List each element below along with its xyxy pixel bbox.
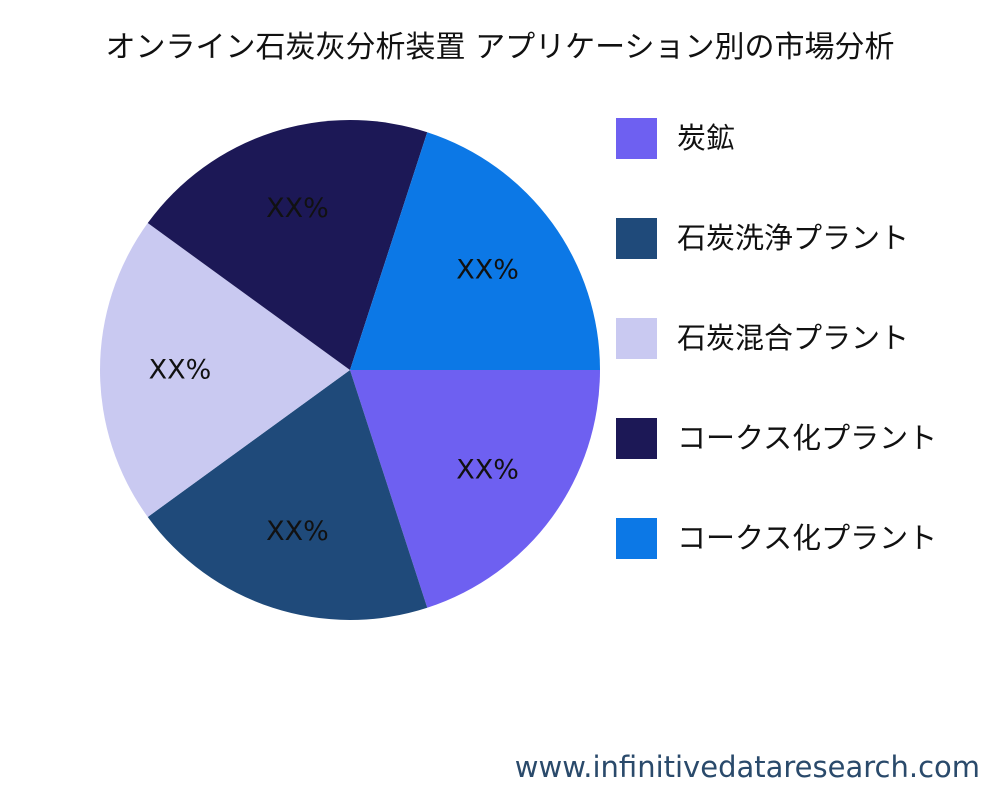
slice-label-1: XX% xyxy=(456,454,519,485)
legend-item-2[interactable]: 石炭洗浄プラント xyxy=(616,218,937,318)
legend-item-5[interactable]: コークス化プラント xyxy=(616,518,937,618)
pie-slice-4[interactable] xyxy=(147,120,428,370)
legend-swatch xyxy=(616,518,657,559)
pie-slice-3[interactable] xyxy=(100,223,350,517)
legend-swatch xyxy=(616,218,657,259)
legend-item-1[interactable]: 炭鉱 xyxy=(616,118,937,218)
legend-swatch xyxy=(616,118,657,159)
legend-swatch xyxy=(616,418,657,459)
slice-label-3: XX% xyxy=(149,355,212,386)
legend-swatch xyxy=(616,318,657,359)
legend-item-4[interactable]: コークス化プラント xyxy=(616,418,937,518)
pie-slice-5[interactable] xyxy=(350,132,600,370)
slice-label-5: XX% xyxy=(456,255,519,286)
chart-title: オンライン石炭灰分析装置 アプリケーション別の市場分析 xyxy=(105,30,895,65)
footer-url[interactable]: www.infinitivedataresearch.com xyxy=(514,750,980,784)
slice-label-2: XX% xyxy=(266,516,329,547)
legend-item-3[interactable]: 石炭混合プラント xyxy=(616,318,937,418)
legend-label: コークス化プラント xyxy=(677,521,938,555)
legend-label: 石炭洗浄プラント xyxy=(677,221,910,255)
legend-label: 石炭混合プラント xyxy=(677,321,910,355)
slice-label-4: XX% xyxy=(266,193,329,224)
legend-label: コークス化プラント xyxy=(677,421,938,455)
legend: 炭鉱石炭洗浄プラント 石炭混合プラント コークス化プラント コークス化プラント xyxy=(616,118,937,618)
legend-label: 炭鉱 xyxy=(677,121,736,155)
pie-slice-1[interactable] xyxy=(350,370,600,608)
pie-slice-2[interactable] xyxy=(147,370,428,620)
